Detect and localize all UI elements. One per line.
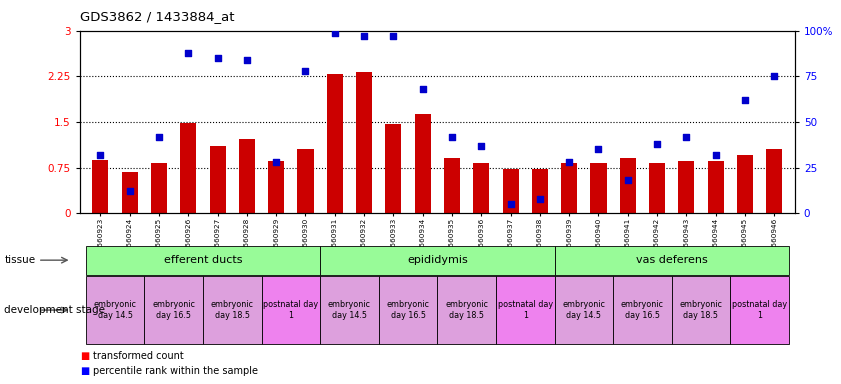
- Bar: [239, 139, 255, 213]
- Text: vas deferens: vas deferens: [636, 255, 707, 265]
- Text: embryonic
day 16.5: embryonic day 16.5: [152, 300, 195, 320]
- Bar: [503, 169, 519, 213]
- Text: efferent ducts: efferent ducts: [164, 255, 242, 265]
- Text: ■: ■: [80, 366, 89, 376]
- Bar: [209, 146, 225, 213]
- Text: GDS3862 / 1433884_at: GDS3862 / 1433884_at: [80, 10, 235, 23]
- Bar: [356, 72, 372, 213]
- Text: postnatal day
1: postnatal day 1: [263, 300, 319, 320]
- Bar: [415, 114, 431, 213]
- Point: [680, 134, 693, 140]
- Text: embryonic
day 14.5: embryonic day 14.5: [328, 300, 371, 320]
- Point: [650, 141, 664, 147]
- Bar: [649, 163, 665, 213]
- Point: [387, 33, 400, 39]
- Point: [241, 57, 254, 63]
- Bar: [444, 158, 460, 213]
- Bar: [326, 74, 343, 213]
- Text: development stage: development stage: [4, 305, 105, 315]
- Bar: [737, 156, 753, 213]
- Point: [445, 134, 458, 140]
- Point: [504, 201, 517, 207]
- Bar: [590, 163, 606, 213]
- Bar: [707, 161, 724, 213]
- Point: [93, 152, 107, 158]
- Text: embryonic
day 18.5: embryonic day 18.5: [445, 300, 488, 320]
- Point: [709, 152, 722, 158]
- Point: [357, 33, 371, 39]
- Point: [416, 86, 430, 92]
- Text: postnatal day
1: postnatal day 1: [732, 300, 787, 320]
- Point: [123, 188, 136, 194]
- Text: embryonic
day 16.5: embryonic day 16.5: [387, 300, 430, 320]
- Bar: [473, 163, 489, 213]
- Point: [182, 50, 195, 56]
- Point: [768, 73, 781, 79]
- Text: embryonic
day 14.5: embryonic day 14.5: [563, 300, 606, 320]
- Text: ■: ■: [80, 351, 89, 361]
- Point: [474, 142, 488, 149]
- Bar: [561, 163, 577, 213]
- Text: embryonic
day 16.5: embryonic day 16.5: [621, 300, 664, 320]
- Text: embryonic
day 18.5: embryonic day 18.5: [211, 300, 254, 320]
- Text: epididymis: epididymis: [407, 255, 468, 265]
- Text: embryonic
day 14.5: embryonic day 14.5: [93, 300, 136, 320]
- Bar: [151, 163, 167, 213]
- Text: percentile rank within the sample: percentile rank within the sample: [93, 366, 257, 376]
- Text: tissue: tissue: [4, 255, 35, 265]
- Point: [533, 195, 547, 202]
- Bar: [679, 161, 695, 213]
- Text: transformed count: transformed count: [93, 351, 183, 361]
- Bar: [766, 149, 782, 213]
- Text: postnatal day
1: postnatal day 1: [498, 300, 553, 320]
- Bar: [298, 149, 314, 213]
- Point: [563, 159, 576, 165]
- Bar: [268, 161, 284, 213]
- Point: [152, 134, 166, 140]
- Bar: [532, 169, 548, 213]
- Bar: [385, 124, 401, 213]
- Point: [738, 97, 752, 103]
- Point: [328, 30, 341, 36]
- Point: [592, 146, 606, 152]
- Point: [269, 159, 283, 165]
- Bar: [93, 160, 108, 213]
- Bar: [620, 158, 636, 213]
- Point: [211, 55, 225, 61]
- Bar: [122, 172, 138, 213]
- Point: [621, 177, 634, 184]
- Bar: [180, 123, 196, 213]
- Point: [299, 68, 312, 74]
- Text: embryonic
day 18.5: embryonic day 18.5: [680, 300, 722, 320]
